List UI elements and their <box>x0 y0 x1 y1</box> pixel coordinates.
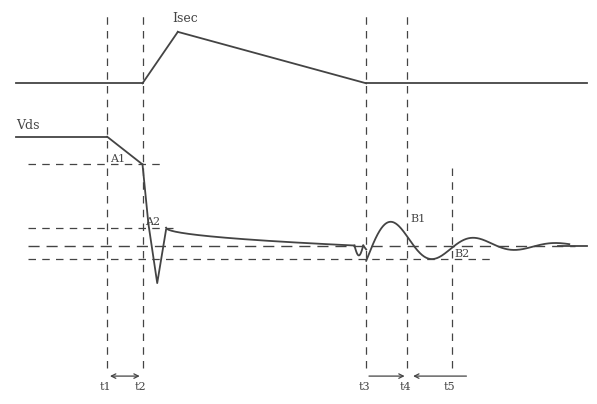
Text: t1: t1 <box>100 382 111 392</box>
Text: t4: t4 <box>400 382 411 392</box>
Text: t5: t5 <box>444 382 456 392</box>
Text: t3: t3 <box>359 382 370 392</box>
Text: A2: A2 <box>146 217 161 227</box>
Text: Vds: Vds <box>16 119 39 132</box>
Text: t2: t2 <box>135 382 146 392</box>
Text: Isec: Isec <box>172 12 198 25</box>
Text: B1: B1 <box>410 215 426 224</box>
Text: B2: B2 <box>454 249 470 259</box>
Text: A1: A1 <box>110 154 125 164</box>
